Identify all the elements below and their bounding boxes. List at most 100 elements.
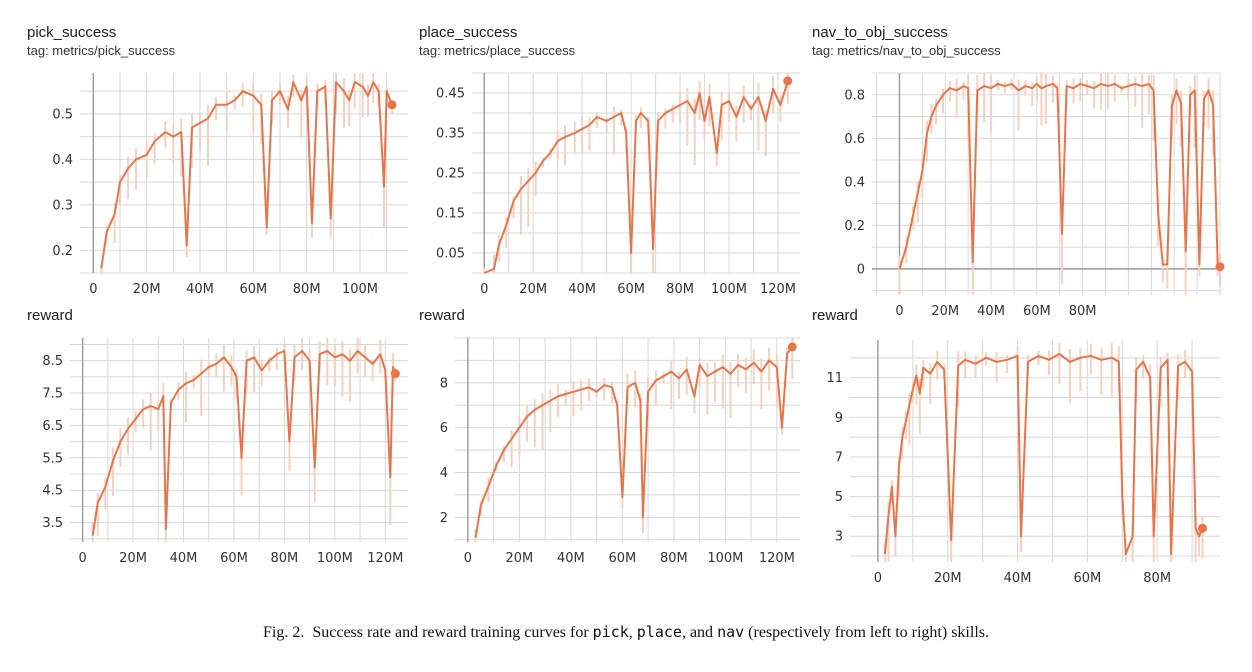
- x-tick-label: 60M: [1073, 571, 1101, 586]
- y-tick-label: 2: [440, 511, 448, 526]
- y-tick-label: 5: [835, 490, 843, 505]
- caption-figure-number: Fig. 2.: [263, 624, 305, 641]
- x-tick-label: 40M: [977, 304, 1005, 319]
- y-tick-label: 7.5: [42, 387, 63, 402]
- y-tick-label: 0.45: [436, 87, 465, 102]
- y-tick-label: 4: [440, 466, 448, 481]
- series-end-marker: [1215, 262, 1225, 272]
- chart-title: nav_to_obj_success: [812, 24, 948, 41]
- chart-tag: tag: metrics/pick_success: [27, 43, 176, 58]
- x-tick-label: 60M: [608, 551, 636, 566]
- x-tick-label: 60M: [617, 282, 645, 297]
- caption-text: , and: [681, 624, 718, 641]
- y-tick-label: 9: [835, 411, 843, 426]
- x-tick-label: 80M: [293, 282, 321, 297]
- chart-place_reward: 0 20M 40M 60M 80M 100M 120M 2 4 6 8: [440, 337, 800, 566]
- x-tick-label: 40M: [1004, 571, 1032, 586]
- series-end-marker: [387, 100, 397, 110]
- x-tick-label: 80M: [271, 551, 299, 566]
- x-tick-label: 40M: [568, 282, 596, 297]
- y-tick-label: 0.2: [844, 219, 865, 234]
- y-tick-label: 0.15: [436, 207, 465, 222]
- chart-tag: tag: metrics/nav_to_obj_success: [812, 43, 1001, 58]
- y-tick-label: 0.5: [52, 107, 73, 122]
- y-tick-label: 0.8: [844, 88, 865, 103]
- y-tick-label: 0.4: [52, 153, 73, 168]
- caption-code-place: place: [636, 623, 682, 641]
- caption-code-nav: nav: [717, 623, 745, 641]
- y-tick-label: 0.2: [52, 244, 73, 259]
- series-end-marker: [787, 342, 797, 352]
- series-line: [883, 352, 1204, 556]
- series-end-marker: [390, 369, 400, 379]
- x-tick-label: 100M: [342, 282, 378, 297]
- x-tick-label: 40M: [186, 282, 214, 297]
- x-tick-label: 80M: [660, 551, 688, 566]
- figure-caption: Fig. 2. Success rate and reward training…: [0, 623, 1252, 642]
- y-tick-label: 0.05: [436, 247, 465, 262]
- series-line: [483, 80, 789, 274]
- caption-text: ,: [628, 624, 637, 641]
- x-tick-label: 100M: [317, 551, 353, 566]
- x-tick-label: 20M: [505, 551, 533, 566]
- x-tick-label: 80M: [666, 282, 694, 297]
- y-tick-label: 0.3: [52, 198, 73, 213]
- chart-pick_success: 0 20M 40M 60M 80M 100M 0.2 0.3 0.4 0.5: [52, 73, 408, 297]
- x-tick-label: 0: [89, 282, 97, 297]
- series-line: [100, 81, 393, 269]
- y-tick-label: 0.35: [436, 127, 465, 142]
- y-tick-label: 3.5: [42, 516, 63, 531]
- chart-place_success: 0 20M 40M 60M 80M 100M 120M 0.05 0.15 0.25 0.35 0.4…: [436, 72, 800, 297]
- chart-title: reward: [419, 307, 465, 324]
- y-tick-label: 8: [440, 376, 448, 391]
- caption-text: Success rate and reward training curves …: [312, 624, 593, 641]
- series-line: [474, 346, 794, 538]
- x-tick-label: 60M: [1023, 304, 1051, 319]
- y-tick-label: 8.5: [42, 354, 63, 369]
- x-tick-label: 20M: [519, 282, 547, 297]
- caption-code-pick: pick: [592, 623, 629, 641]
- chart-title: place_success: [419, 24, 518, 41]
- x-tick-label: 100M: [707, 551, 743, 566]
- series-line: [91, 350, 397, 536]
- x-tick-label: 40M: [170, 551, 198, 566]
- y-tick-label: 11: [826, 371, 843, 386]
- y-tick-label: 0.4: [844, 175, 865, 190]
- y-tick-label: 0.25: [436, 167, 465, 182]
- chart-pick_reward: 0 20M 40M 60M 80M 100M 120M 3.5 4.5 5.5 6.5 7.5 8.5: [42, 338, 408, 566]
- x-tick-label: 120M: [759, 551, 795, 566]
- chart-tag: tag: metrics/place_success: [419, 43, 576, 58]
- x-tick-label: 120M: [760, 282, 796, 297]
- x-tick-label: 40M: [557, 551, 585, 566]
- x-tick-label: 20M: [934, 571, 962, 586]
- series-end-marker: [783, 76, 793, 86]
- x-tick-label: 60M: [220, 551, 248, 566]
- x-tick-label: 60M: [239, 282, 267, 297]
- y-tick-label: 0: [857, 262, 865, 277]
- x-tick-label: 0: [78, 551, 86, 566]
- x-tick-label: 120M: [367, 551, 403, 566]
- series-line: [898, 82, 1221, 270]
- caption-text: (respectively from left to right) skills…: [744, 624, 989, 641]
- chart-title: pick_success: [27, 24, 117, 41]
- x-tick-label: 20M: [133, 282, 161, 297]
- x-tick-label: 100M: [711, 282, 747, 297]
- y-tick-label: 5.5: [42, 451, 63, 466]
- x-tick-label: 0: [895, 304, 903, 319]
- y-tick-label: 4.5: [42, 484, 63, 499]
- x-tick-label: 20M: [931, 304, 959, 319]
- x-tick-label: 80M: [1069, 304, 1097, 319]
- y-tick-label: 0.6: [844, 132, 865, 147]
- x-tick-label: 0: [480, 282, 488, 297]
- y-tick-label: 6.5: [42, 419, 63, 434]
- x-tick-label: 0: [464, 551, 472, 566]
- series-end-marker: [1198, 523, 1208, 533]
- y-tick-label: 6: [440, 421, 448, 436]
- chart-nav_reward: 0 20M 40M 60M 80M 3 5 7 9 11: [826, 340, 1220, 586]
- chart-plots: 0 20M 40M 60M 80M 100M 0.2 0.3 0.4 0.5 0 20M 40M 60M 8…: [42, 72, 1225, 586]
- chart-nav_to_obj_success: 0 20M 40M 60M 80M 0 0.2 0.4 0.6 0.8: [844, 72, 1225, 319]
- y-tick-label: 3: [835, 530, 843, 545]
- x-tick-label: 80M: [1143, 571, 1171, 586]
- y-tick-label: 7: [835, 450, 843, 465]
- chart-title: reward: [27, 307, 73, 324]
